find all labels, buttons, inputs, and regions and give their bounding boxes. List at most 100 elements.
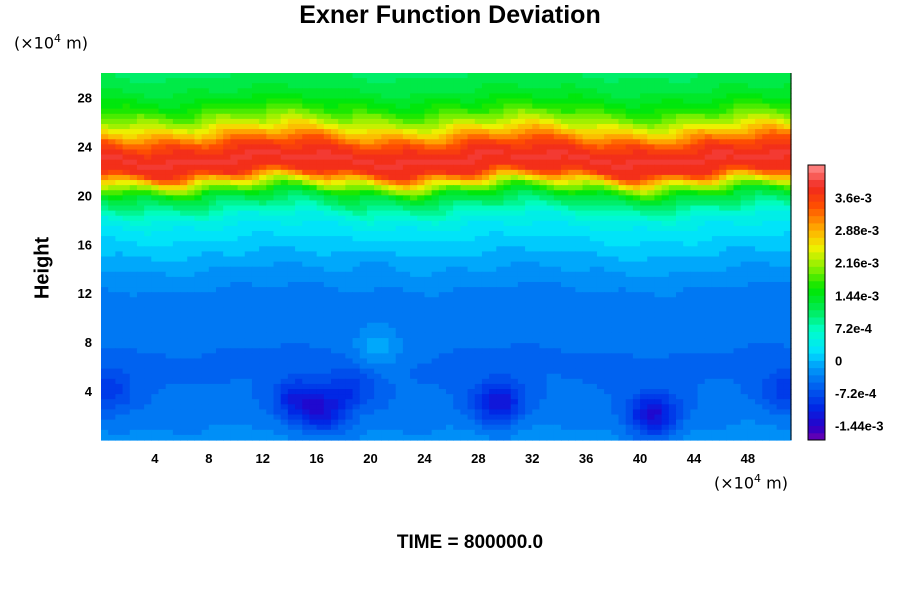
heatmap-cell: [352, 180, 361, 186]
heatmap-cell: [158, 200, 167, 207]
heatmap-cell: [668, 169, 677, 176]
heatmap-cell: [654, 317, 663, 324]
heatmap-cell: [776, 154, 785, 161]
heatmap-cell: [144, 154, 152, 161]
heatmap-cell: [287, 123, 296, 130]
heatmap-cell: [460, 327, 469, 334]
heatmap-cell: [561, 149, 569, 156]
heatmap-cell: [561, 307, 569, 314]
heatmap-cell: [345, 118, 354, 125]
heatmap-cell: [388, 220, 397, 227]
heatmap-cell: [158, 180, 167, 186]
heatmap-cell: [676, 231, 684, 237]
heatmap-cell: [553, 241, 562, 247]
heatmap-cell: [525, 271, 533, 278]
heatmap-cell: [460, 317, 469, 324]
heatmap-cell: [323, 276, 332, 283]
heatmap-cell: [359, 195, 368, 202]
heatmap-cell: [446, 88, 454, 94]
heatmap-cell: [259, 154, 267, 161]
heatmap-cell: [302, 327, 311, 334]
heatmap-cell: [460, 108, 469, 115]
heatmap-cell: [661, 246, 670, 253]
heatmap-cell: [711, 149, 720, 156]
heatmap-cell: [546, 236, 555, 242]
heatmap-cell: [230, 108, 239, 115]
heatmap-cell: [647, 261, 656, 268]
heatmap-cell: [654, 108, 663, 115]
heatmap-cell: [323, 73, 332, 79]
heatmap-cell: [266, 149, 275, 156]
heatmap-cell: [740, 205, 749, 212]
heatmap-cell: [647, 83, 656, 89]
heatmap-cell: [158, 327, 167, 334]
heatmap-cell: [338, 154, 346, 161]
heatmap-cell: [474, 307, 483, 314]
heatmap-cell: [446, 266, 454, 273]
heatmap-cell: [711, 78, 720, 84]
heatmap-cell: [101, 154, 109, 161]
heatmap-cell: [532, 312, 541, 319]
heatmap-cell: [151, 307, 160, 314]
heatmap-cell: [625, 195, 634, 202]
heatmap-cell: [309, 169, 318, 176]
heatmap-cell: [517, 307, 526, 314]
heatmap-cell: [122, 246, 131, 253]
heatmap-cell: [158, 78, 167, 84]
heatmap-cell: [122, 93, 131, 100]
heatmap-cell: [611, 129, 620, 135]
heatmap-cell: [108, 154, 116, 161]
heatmap-cell: [410, 180, 418, 186]
heatmap-cell: [740, 332, 749, 339]
heatmap-cell: [740, 287, 749, 293]
heatmap-cell: [489, 149, 497, 156]
heatmap-cell: [352, 159, 361, 166]
heatmap-cell: [618, 149, 627, 156]
heatmap-cell: [374, 220, 382, 227]
heatmap-cell: [172, 332, 181, 339]
heatmap-cell: [762, 251, 771, 258]
heatmap-cell: [539, 108, 548, 115]
heatmap-cell: [395, 266, 404, 273]
heatmap-cell: [532, 287, 541, 293]
plot-area: [101, 73, 792, 441]
heatmap-cell: [525, 118, 533, 125]
heatmap-cell: [762, 93, 771, 100]
heatmap-cell: [575, 103, 584, 110]
heatmap-cell: [359, 113, 368, 120]
heatmap-cell: [431, 123, 440, 130]
heatmap-cell: [266, 276, 275, 283]
heatmap-cell: [704, 180, 713, 186]
heatmap-cell: [223, 129, 231, 135]
heatmap-cell: [719, 231, 727, 237]
heatmap-cell: [424, 297, 433, 303]
heatmap-cell: [331, 292, 339, 298]
heatmap-cell: [481, 307, 490, 314]
heatmap-cell: [496, 83, 505, 89]
heatmap-cell: [144, 281, 152, 288]
heatmap-cell: [776, 134, 785, 140]
heatmap-cell: [244, 231, 253, 237]
heatmap-cell: [374, 154, 382, 161]
heatmap-cell: [711, 200, 720, 207]
heatmap-cell: [395, 169, 404, 176]
heatmap-cell: [402, 307, 411, 314]
heatmap-cell: [726, 98, 735, 105]
heatmap-cell: [719, 83, 727, 89]
heatmap-cell: [467, 98, 476, 105]
heatmap-cell: [402, 123, 411, 130]
heatmap-cell: [783, 287, 792, 293]
heatmap-cell: [532, 200, 541, 207]
heatmap-cell: [359, 287, 368, 293]
heatmap-cell: [359, 281, 368, 288]
heatmap-cell: [568, 287, 576, 293]
heatmap-cell: [690, 307, 699, 314]
heatmap-cell: [762, 174, 771, 181]
heatmap-cell: [510, 134, 519, 140]
heatmap-cell: [525, 98, 533, 105]
heatmap-cell: [589, 88, 598, 94]
heatmap-cell: [230, 225, 239, 232]
heatmap-cell: [769, 185, 778, 191]
heatmap-cell: [676, 123, 684, 130]
heatmap-cell: [503, 220, 512, 227]
